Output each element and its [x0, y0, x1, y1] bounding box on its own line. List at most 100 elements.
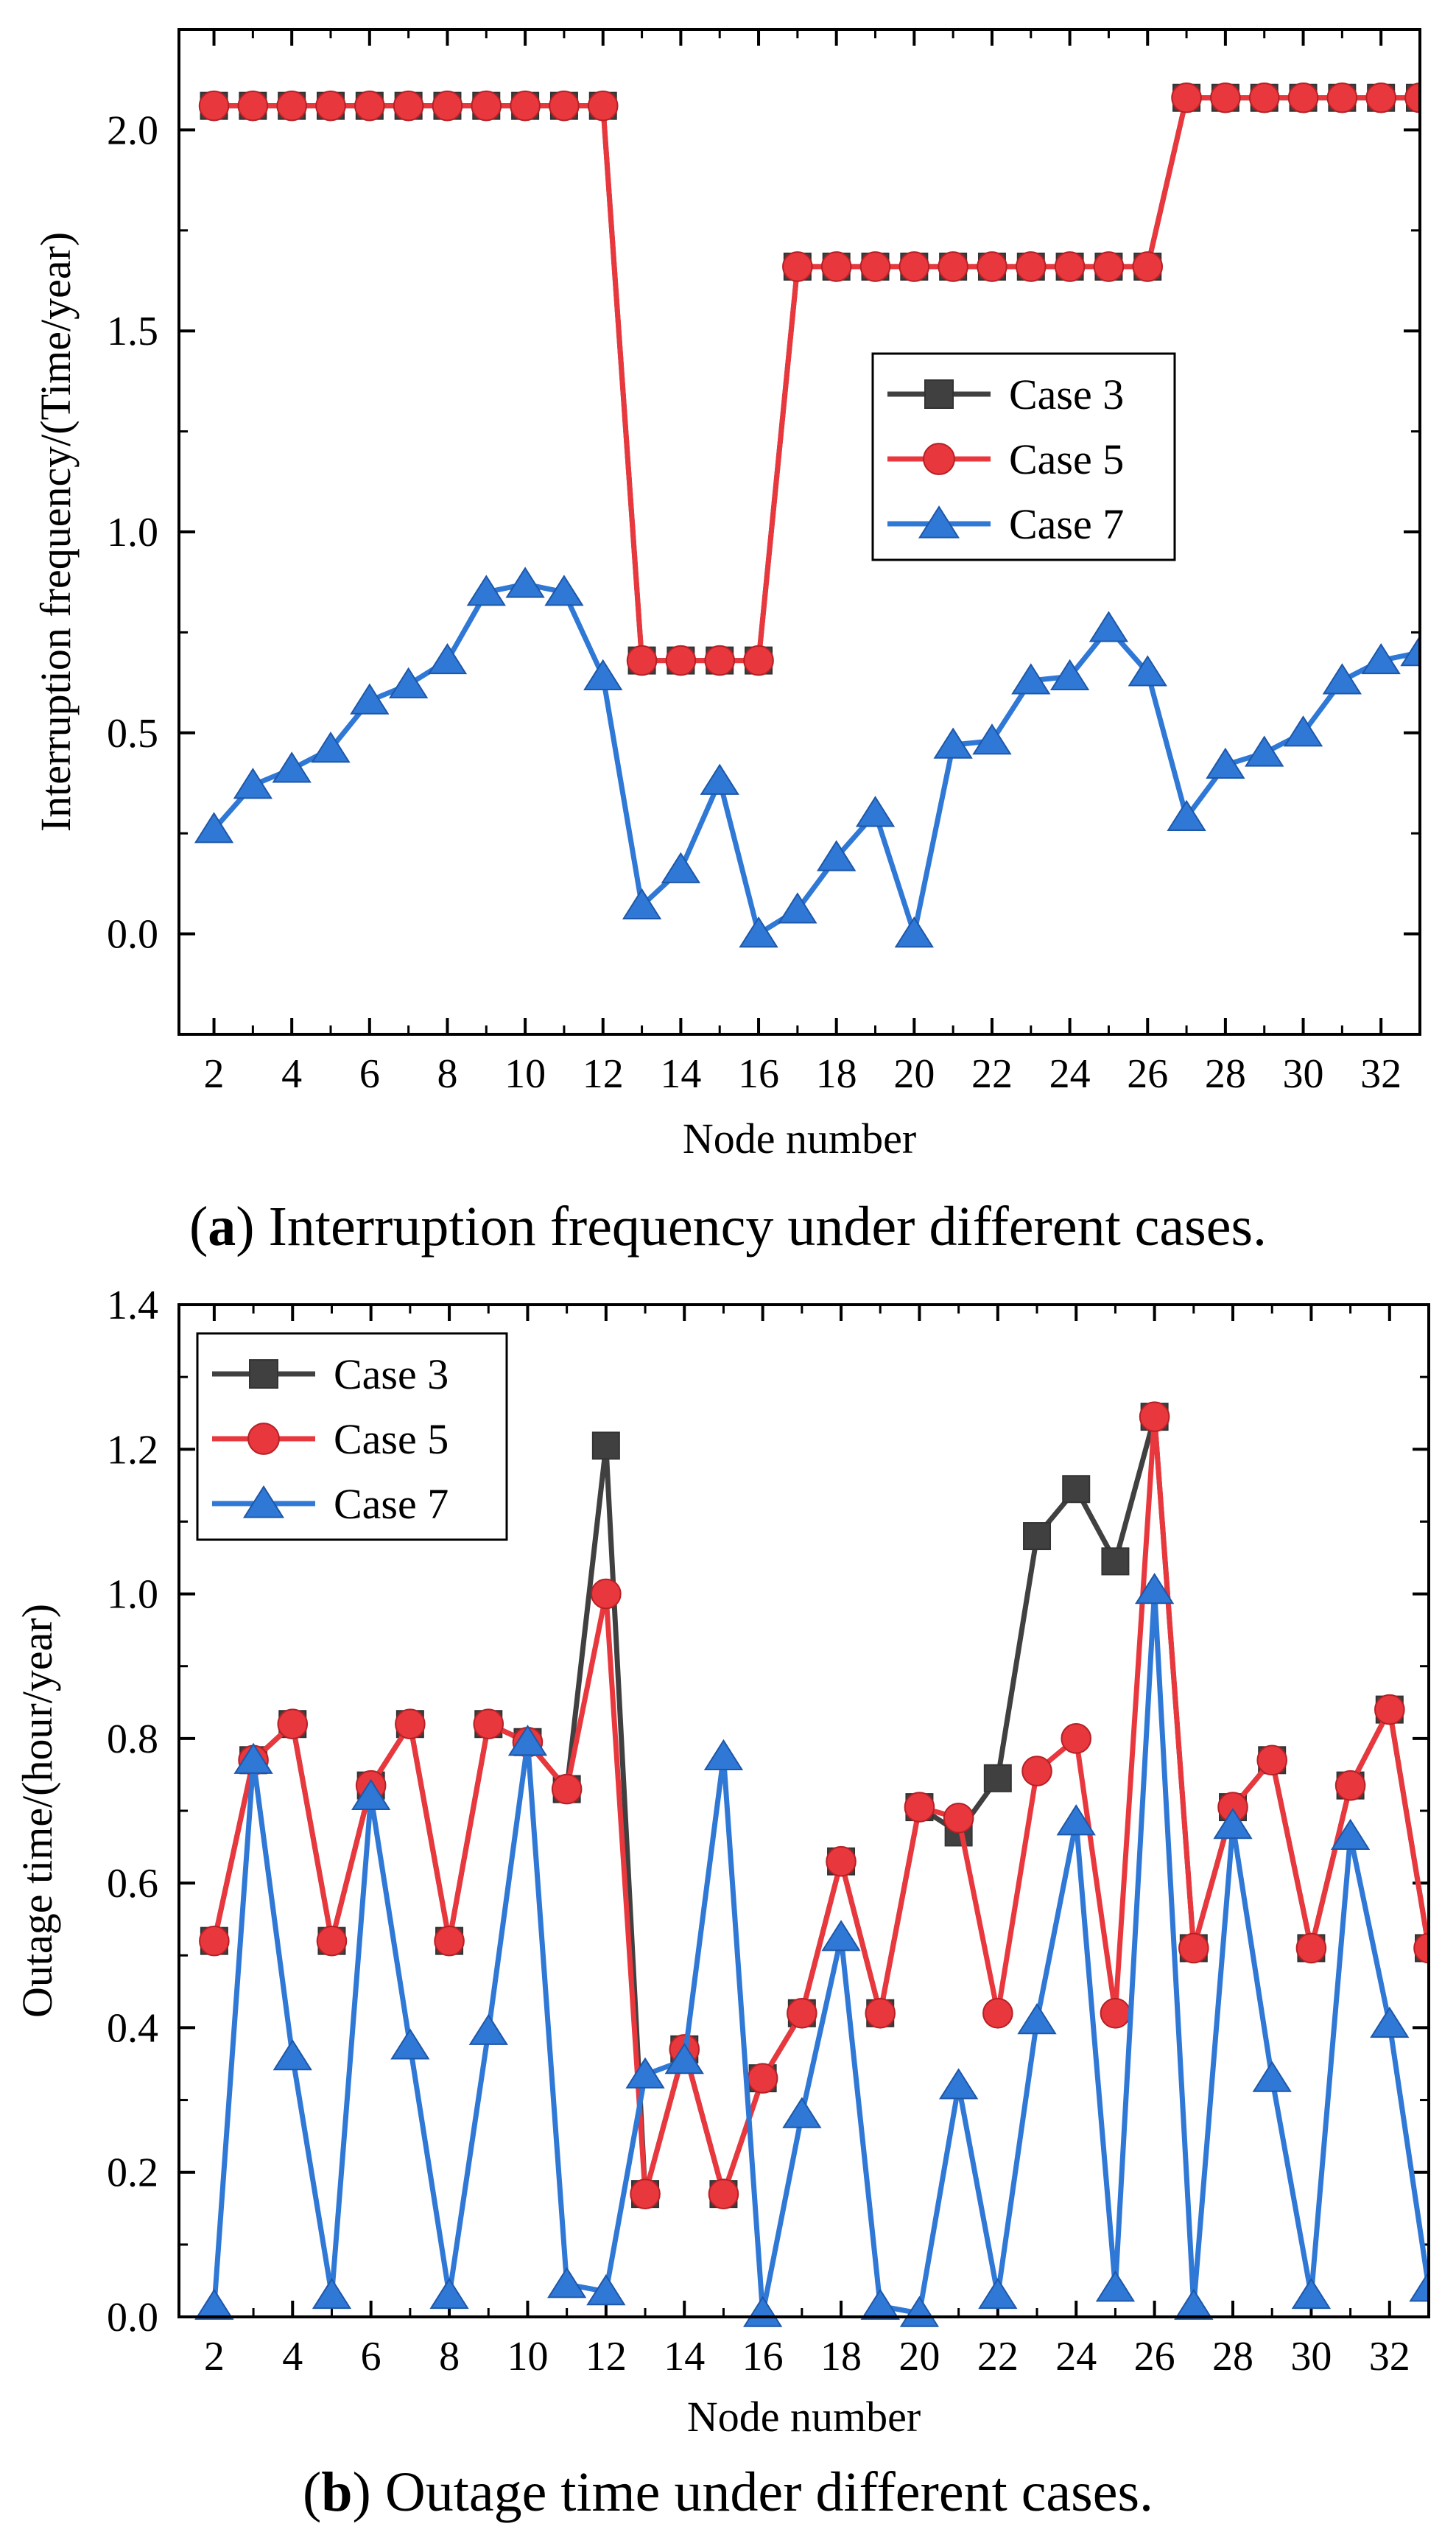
data-point	[1210, 82, 1241, 113]
data-point	[972, 723, 1012, 755]
data-point	[1017, 2003, 1057, 2035]
data-point	[1061, 1723, 1092, 1754]
legend-item: Case 7	[212, 1480, 449, 1528]
data-point	[899, 2296, 940, 2327]
x-tick-label: 32	[1360, 1051, 1402, 1097]
plot-area	[194, 82, 1420, 948]
data-point	[665, 645, 697, 676]
data-point	[471, 90, 502, 122]
data-point	[933, 727, 973, 759]
data-point	[591, 1578, 622, 1610]
plot-area	[194, 1401, 1429, 2327]
x-tick-label: 2	[204, 2334, 225, 2380]
data-point	[510, 90, 541, 122]
x-tick-label: 26	[1127, 1051, 1168, 1097]
y-axis-label: Interruption frequency/(Time/year)	[32, 232, 80, 832]
y-tick-label: 1.4	[107, 1283, 158, 1328]
y-tick-label: 1.5	[107, 309, 158, 354]
x-tick-label: 28	[1212, 2334, 1253, 2380]
data-point	[312, 2277, 352, 2310]
data-point	[1326, 82, 1358, 113]
data-point	[703, 1739, 744, 1770]
data-point	[351, 1778, 391, 1810]
data-point	[1095, 2270, 1136, 2302]
data-point	[1023, 1522, 1052, 1551]
series-case-5	[198, 82, 1420, 676]
data-point	[664, 2042, 704, 2075]
data-point	[551, 1773, 583, 1805]
legend-marker	[242, 1485, 285, 1518]
tick-labels: 2 4 6 8 10 12 14 16 18 20 22 24 26 28 30 320.00.51.01.5…	[107, 108, 1402, 1097]
x-tick-label: 30	[1283, 1051, 1324, 1097]
data-point	[1089, 611, 1129, 642]
x-tick-label: 6	[359, 1051, 380, 1097]
y-tick-label: 0.2	[107, 2150, 158, 2196]
data-point	[787, 1998, 817, 2029]
data-point	[1171, 82, 1202, 113]
data-point	[233, 768, 273, 799]
data-point	[468, 2013, 508, 2045]
data-point	[904, 1792, 935, 1823]
data-point	[1409, 2270, 1429, 2302]
data-point	[350, 683, 390, 715]
series-line	[211, 1588, 1429, 2316]
data-point	[1252, 2061, 1292, 2092]
data-point	[1365, 82, 1396, 113]
legend-marker	[247, 1423, 280, 1455]
tick-labels: 2 4 6 8 10 12 14 16 18 20 22 24 26 28 30 320.00.20.40.6…	[107, 1283, 1410, 2380]
legend: Case 3 Case 5 Case 7	[871, 352, 1176, 561]
x-tick-label: 22	[977, 2334, 1019, 2380]
data-point	[194, 2288, 234, 2320]
series-line	[214, 95, 1420, 664]
data-point	[1361, 642, 1401, 675]
data-point	[354, 90, 385, 122]
series-case-7	[194, 1573, 1429, 2327]
caption-b: (b) Outage time under different cases.	[302, 2461, 1154, 2523]
x-tick-label: 4	[282, 2334, 303, 2380]
data-point	[1167, 799, 1206, 831]
data-point	[395, 1708, 426, 1740]
data-point	[821, 1920, 861, 1951]
data-point	[194, 812, 234, 844]
data-point	[507, 1725, 548, 1756]
y-tick-label: 0.0	[107, 2295, 158, 2340]
data-point	[549, 90, 580, 122]
data-point	[817, 840, 857, 872]
data-point	[826, 1845, 857, 1877]
data-point	[1283, 715, 1323, 747]
legend-item: Case 3	[887, 371, 1124, 418]
data-point	[704, 645, 736, 676]
data-point	[622, 888, 662, 920]
data-point	[1287, 82, 1319, 113]
data-point	[1128, 655, 1167, 687]
data-point	[547, 2267, 587, 2298]
legend-marker	[923, 443, 955, 475]
data-point	[630, 2178, 661, 2209]
data-point	[782, 251, 813, 282]
data-point	[1056, 1804, 1096, 1836]
x-tick-label: 32	[1369, 2334, 1410, 2380]
x-tick-label: 18	[816, 1051, 857, 1097]
legend-label: Case 3	[334, 1350, 449, 1398]
data-point	[466, 575, 506, 606]
data-point	[938, 2068, 979, 2100]
data-point	[1011, 663, 1051, 695]
chart-panel-a: 2 4 6 8 10 12 14 16 18 20 22 24 26 28 30 320.00.51.01.5…	[32, 28, 1421, 1162]
data-point	[1291, 2277, 1332, 2310]
x-tick-label: 10	[504, 1051, 546, 1097]
data-point	[943, 1803, 974, 1834]
series-line	[211, 581, 1420, 937]
x-tick-label: 10	[507, 2334, 548, 2380]
y-axis-label: Outage time/(hour/year)	[13, 1604, 61, 2018]
data-point	[311, 732, 351, 763]
x-tick-label: 18	[820, 2334, 862, 2380]
x-axis-label: Node number	[683, 1115, 916, 1162]
data-point	[1206, 747, 1245, 779]
data-point	[1139, 1401, 1170, 1432]
data-point	[276, 90, 307, 122]
data-point	[1334, 1770, 1366, 1801]
legend-item: Case 3	[212, 1350, 449, 1398]
x-tick-label: 22	[971, 1051, 1013, 1097]
data-point	[1062, 1475, 1091, 1504]
data-point	[898, 251, 930, 282]
